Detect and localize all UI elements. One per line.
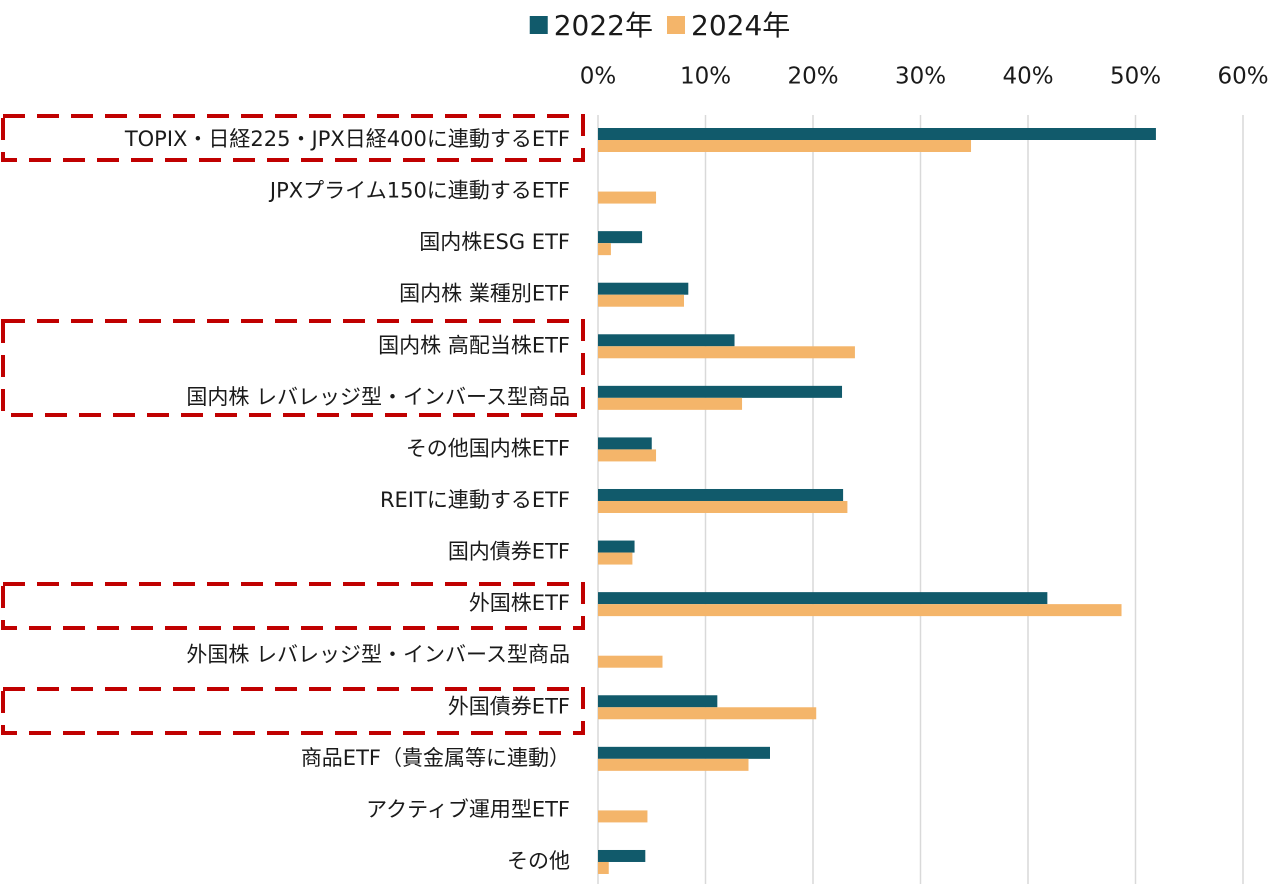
legend-label: 2022年 — [554, 9, 653, 42]
bar — [598, 500, 848, 513]
bar — [598, 861, 609, 874]
bar — [598, 604, 1122, 617]
x-tick-label: 0% — [580, 64, 617, 90]
x-tick-label: 30% — [895, 64, 946, 90]
y-tick-label: アクティブ運用型ETF — [366, 797, 570, 821]
y-tick-label: JPXプライム150に連動するETF — [268, 179, 570, 203]
y-tick-label: 商品ETF（貴金属等に連動） — [301, 746, 570, 770]
y-tick-label: その他 — [507, 849, 570, 873]
legend-swatch — [667, 16, 685, 34]
y-tick-label: REITに連動するETF — [380, 488, 570, 512]
y-tick-label: 国内株 高配当株ETF — [378, 333, 570, 357]
highlight-box — [1, 582, 585, 630]
legend-swatch — [529, 16, 548, 34]
x-tick-label: 40% — [1002, 64, 1053, 90]
bar — [598, 707, 817, 720]
legend-label: 2024年 — [691, 9, 790, 42]
bar — [598, 140, 972, 152]
x-tick-label: 60% — [1217, 64, 1268, 90]
bar — [598, 385, 843, 398]
legend: 2022年 2024年 — [529, 9, 790, 42]
y-tick-label: 外国債券ETF — [448, 694, 570, 718]
bar — [598, 294, 684, 307]
bar — [598, 449, 657, 462]
x-tick-label: 10% — [680, 64, 731, 90]
y-tick-label: 外国株ETF — [469, 591, 570, 615]
y-tick-label: その他国内株ETF — [406, 436, 570, 460]
bar — [598, 695, 718, 708]
y-tick-label: TOPIX・日経225・JPX日経400に連動するETF — [124, 127, 570, 151]
bar — [598, 552, 633, 565]
bar — [598, 334, 735, 347]
bar — [598, 128, 1156, 140]
bar — [598, 540, 635, 553]
y-tick-label: 外国株 レバレッジ型・インバース型商品 — [186, 643, 570, 667]
x-tick-label: 50% — [1110, 64, 1161, 90]
bar — [598, 282, 689, 295]
bar — [598, 191, 657, 204]
y-tick-label: 国内債券ETF — [448, 540, 570, 564]
bar — [598, 758, 749, 771]
highlight-box — [1, 319, 585, 417]
bar — [598, 592, 1048, 605]
bar — [598, 849, 646, 862]
bar — [598, 655, 663, 668]
bar — [598, 346, 855, 359]
bar — [598, 397, 743, 410]
bar — [598, 746, 770, 759]
bar — [598, 243, 611, 256]
y-tick-label: 国内株ESG ETF — [419, 230, 570, 254]
bar — [598, 231, 643, 244]
bar — [598, 810, 648, 823]
y-tick-label: 国内株 レバレッジ型・インバース型商品 — [186, 385, 570, 409]
highlight-box — [1, 114, 585, 162]
bar — [598, 488, 844, 501]
x-tick-label: 20% — [787, 64, 838, 90]
y-tick-label: 国内株 業種別ETF — [399, 282, 570, 306]
highlight-box — [1, 687, 585, 735]
bar — [598, 437, 652, 450]
highlight-boxes — [1, 114, 585, 735]
